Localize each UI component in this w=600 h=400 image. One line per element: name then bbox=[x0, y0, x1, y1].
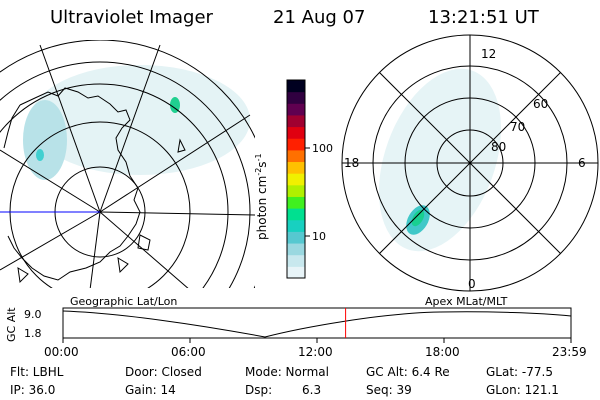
timeline-xticks bbox=[62, 338, 572, 343]
color-bar-segment bbox=[287, 114, 305, 128]
color-bar-segment bbox=[287, 208, 305, 221]
mlt-lines bbox=[342, 35, 598, 291]
color-bar-segment bbox=[287, 126, 305, 139]
info-glon: GLon: 121.1 bbox=[486, 383, 559, 397]
mlt-label-0: 0 bbox=[468, 277, 476, 291]
color-bar-segment bbox=[287, 91, 305, 104]
color-bar-segment bbox=[287, 243, 305, 256]
timeline-xtick: 12:00 bbox=[298, 345, 333, 359]
info-flt: Flt: LBHL bbox=[10, 365, 64, 379]
info-dsp-value: 6.3 bbox=[302, 383, 322, 397]
lat-label-80: 80 bbox=[491, 140, 507, 154]
timeline-frame bbox=[62, 307, 572, 339]
color-bar-segment bbox=[287, 254, 305, 267]
info-door: Door: Closed bbox=[125, 365, 202, 379]
mlt-label-6: 6 bbox=[578, 156, 586, 170]
meridian-lines bbox=[0, 44, 255, 288]
lat-label-70: 70 bbox=[510, 120, 526, 134]
coastline bbox=[3, 87, 141, 281]
info-gcalt: GC Alt: 6.4 Re bbox=[366, 365, 450, 379]
aurora-haze bbox=[30, 65, 250, 175]
mlt-label-18: 18 bbox=[344, 156, 360, 170]
color-bar-segment bbox=[287, 173, 305, 186]
info-mode: Mode: Normal bbox=[245, 365, 329, 379]
color-bar-frame bbox=[286, 79, 306, 279]
timeline-xtick: 06:00 bbox=[171, 345, 206, 359]
date-label: 21 Aug 07 bbox=[273, 7, 366, 28]
geo-map-content bbox=[0, 40, 255, 288]
color-bar-segment bbox=[287, 103, 305, 116]
color-bar-segment bbox=[287, 80, 305, 93]
geo-caption: Geographic Lat/Lon bbox=[70, 295, 178, 308]
color-bar-segment bbox=[287, 161, 305, 174]
altitude-curve bbox=[62, 310, 572, 338]
color-bar-segment bbox=[287, 231, 305, 244]
timeline-xtick: 00:00 bbox=[44, 345, 79, 359]
info-glat: GLat: -77.5 bbox=[486, 365, 553, 379]
aurora-hotspot bbox=[170, 97, 180, 113]
info-seq: Seq: 39 bbox=[366, 383, 412, 397]
color-bar-tick-label: 100 bbox=[312, 142, 333, 155]
info-dsp-label: Dsp: bbox=[245, 383, 273, 397]
instrument-title: Ultraviolet Imager bbox=[50, 7, 213, 28]
color-bar-segment bbox=[287, 149, 305, 163]
timeline-xtick: 18:00 bbox=[425, 345, 460, 359]
timeline-ytick: 1.8 bbox=[24, 327, 42, 340]
aurora-spot bbox=[36, 149, 44, 161]
polar-caption: Apex MLat/MLT bbox=[425, 295, 508, 308]
color-bar-segment bbox=[287, 266, 305, 279]
color-bar-segment bbox=[287, 138, 305, 151]
timeline-ytick: 9.0 bbox=[24, 308, 42, 321]
lat-label-60: 60 bbox=[533, 97, 549, 111]
time-label: 13:21:51 UT bbox=[428, 7, 539, 28]
timeline-xtick: 23:59 bbox=[552, 345, 587, 359]
aurora-oval bbox=[378, 68, 502, 252]
aurora-glow bbox=[23, 100, 67, 180]
color-bar-segment bbox=[287, 219, 305, 232]
color-bar-segment bbox=[287, 184, 305, 197]
aurora-peak bbox=[411, 209, 425, 227]
info-ip: IP: 36.0 bbox=[10, 383, 56, 397]
coastline-islands bbox=[17, 138, 186, 284]
info-gain: Gain: 14 bbox=[125, 383, 176, 397]
mlt-label-12: 12 bbox=[481, 47, 497, 61]
color-bar-tick-label: 10 bbox=[312, 230, 326, 243]
color-bar-scale bbox=[287, 80, 305, 279]
color-bar-segment bbox=[287, 196, 305, 209]
